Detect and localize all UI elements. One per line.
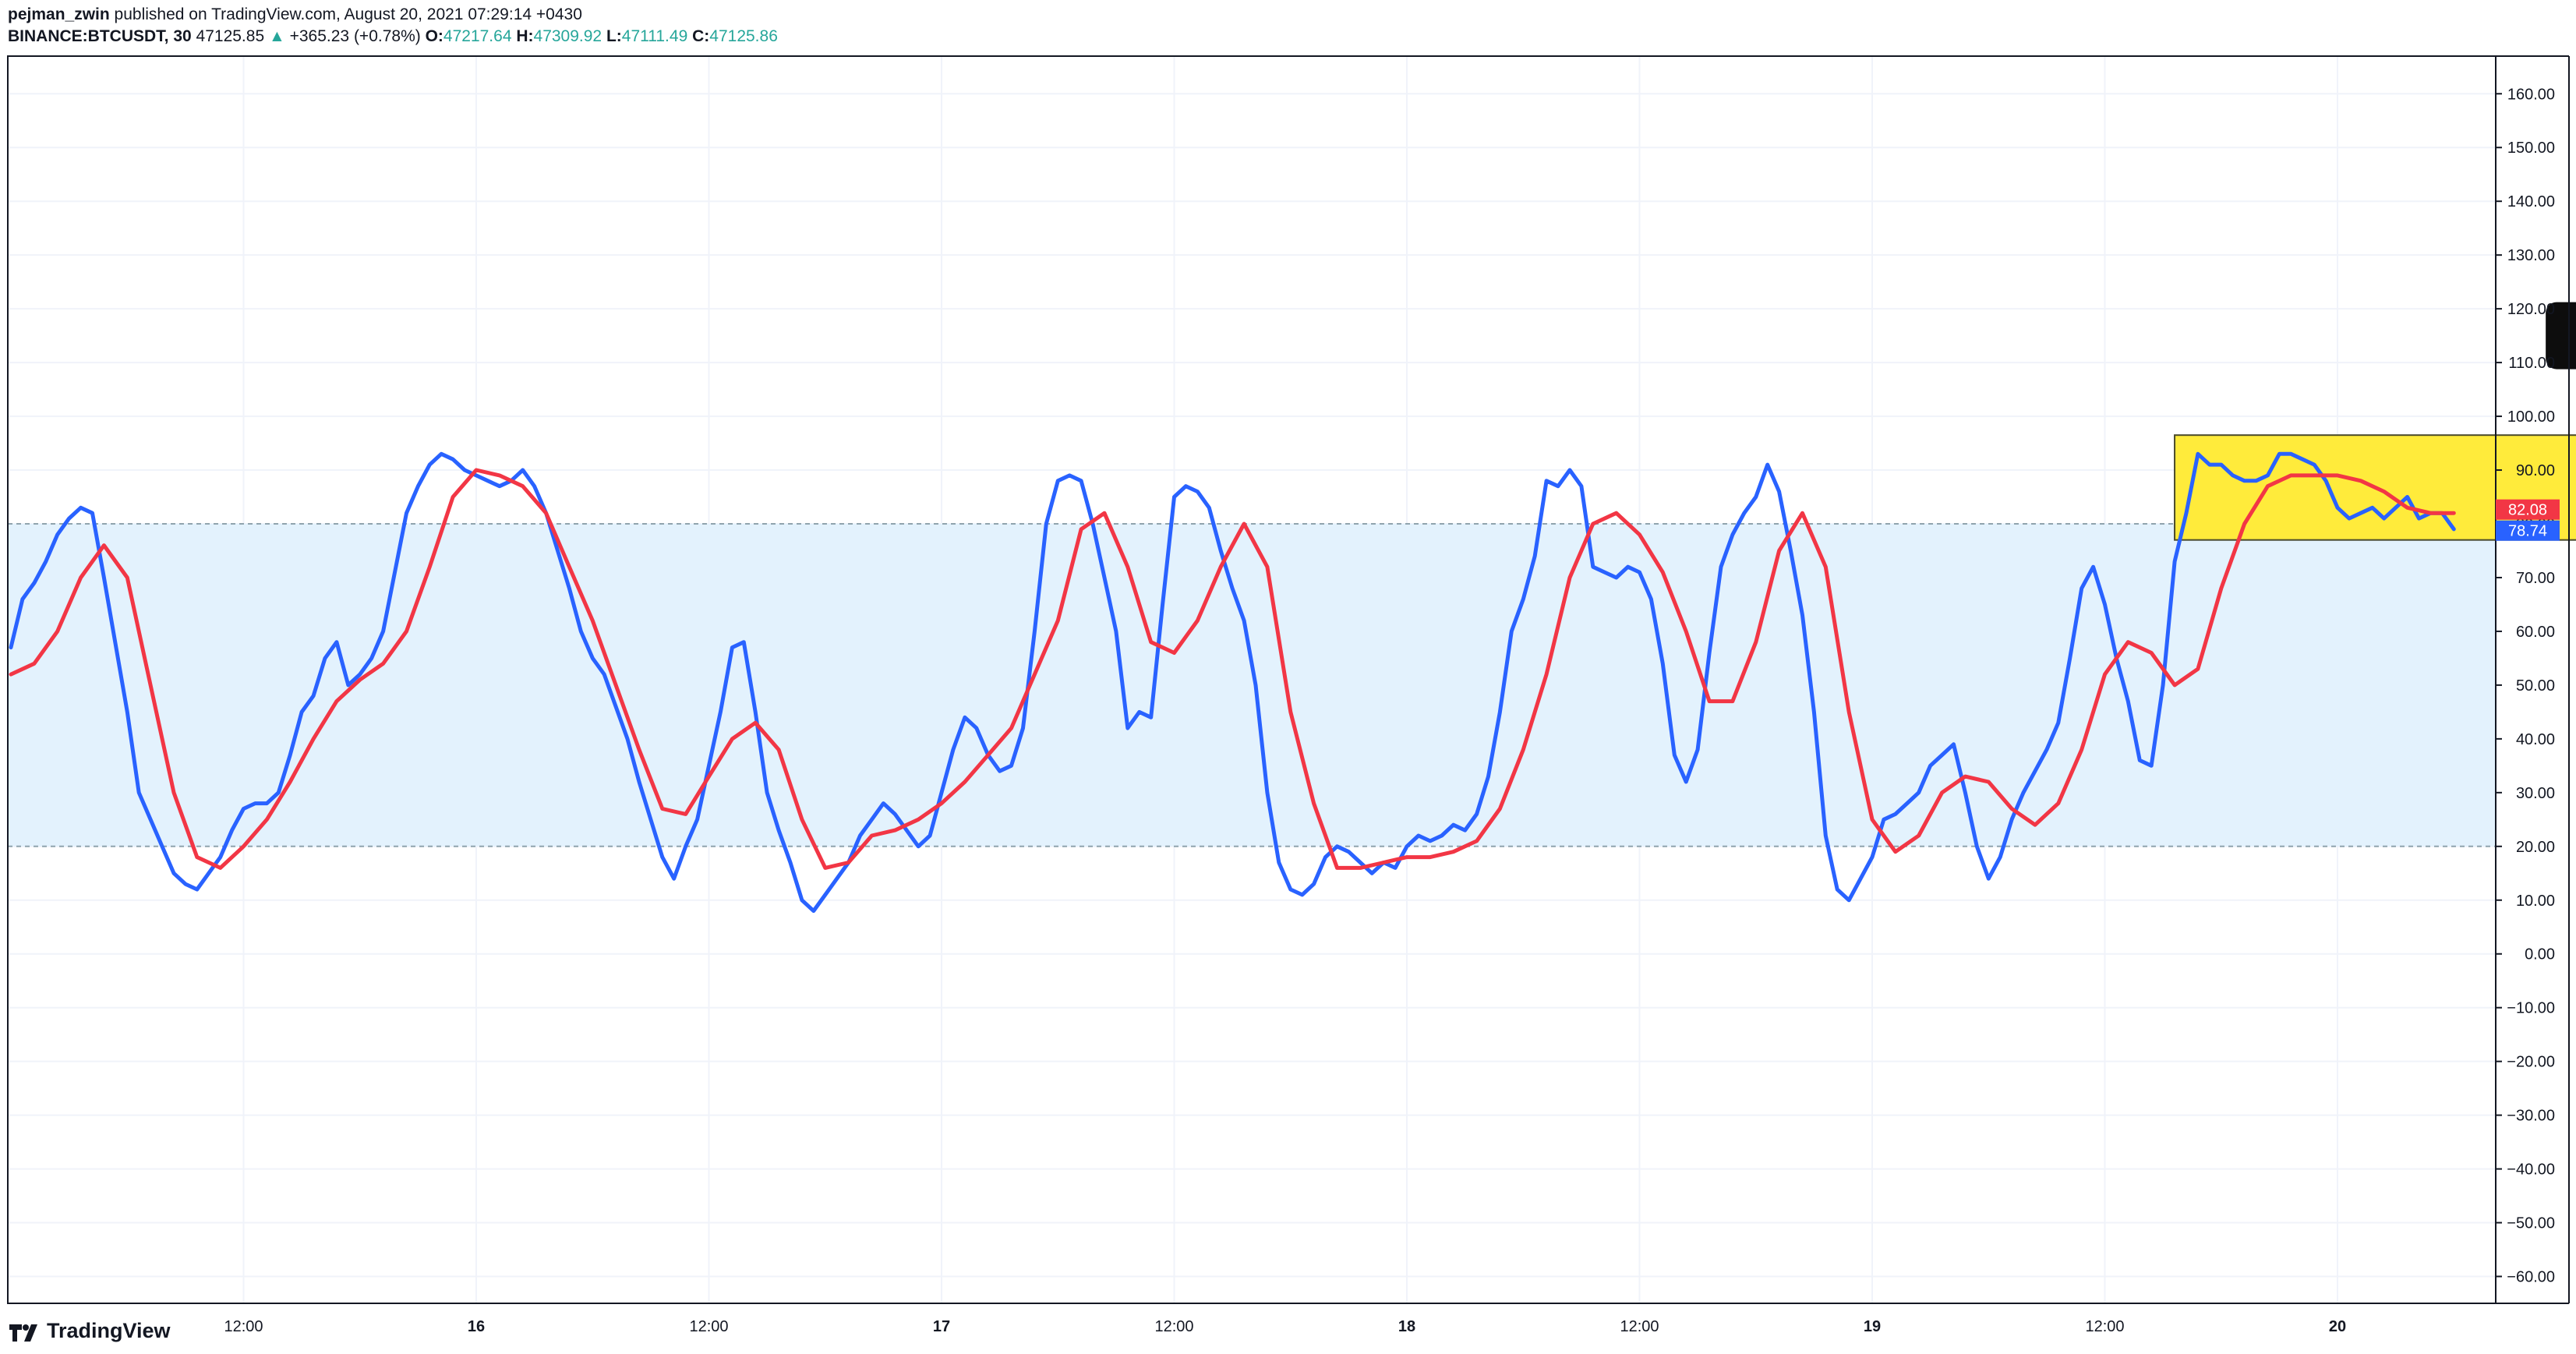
last-value-badge — [2496, 499, 2560, 520]
symbol-label: BINANCE:BTCUSDT, 30 — [8, 27, 192, 45]
y-tick-label: 0.00 — [2525, 946, 2555, 963]
y-tick-label: 100.00 — [2507, 408, 2555, 426]
x-tick-label: 12:00 — [1154, 1318, 1193, 1335]
y-tick-label: 130.00 — [2507, 247, 2555, 264]
k-line-series — [9, 451, 2456, 914]
ohlc-line: BINANCE:BTCUSDT, 30 47125.85 ▲ +365.23 (… — [8, 27, 778, 47]
y-tick-label: 90.00 — [2516, 462, 2555, 479]
x-tick-label: 12:00 — [224, 1318, 263, 1335]
y-tick-label: 160.00 — [2507, 86, 2555, 103]
y-tick-label: −50.00 — [2507, 1215, 2555, 1232]
last-value-badge — [2496, 520, 2560, 541]
x-tick-label: 16 — [468, 1318, 485, 1335]
x-tick-label: 17 — [933, 1318, 950, 1335]
last-value-label: 78.74 — [2508, 523, 2547, 540]
publish-info: published on TradingView.com, August 20,… — [114, 5, 582, 23]
tradingview-brand[interactable]: TradingView — [8, 1319, 171, 1343]
tradingview-logo-icon — [9, 1324, 37, 1342]
d-line-series — [9, 468, 2456, 870]
author-name[interactable]: pejman_zwin — [8, 5, 110, 23]
last-price: 47125.85 — [196, 27, 265, 45]
y-tick-label: 20.00 — [2516, 839, 2555, 856]
up-arrow-icon: ▲ — [268, 27, 285, 45]
high-value: 47309.92 — [533, 27, 602, 45]
x-tick-label: 18 — [1398, 1318, 1415, 1335]
open-label: O: — [425, 27, 443, 45]
x-tick-label: 20 — [2329, 1318, 2346, 1335]
y-tick-label: 140.00 — [2507, 193, 2555, 210]
y-tick-label: −30.00 — [2507, 1108, 2555, 1125]
y-tick-label: 120.00 — [2507, 301, 2555, 318]
y-tick-label: −40.00 — [2507, 1161, 2555, 1179]
price-change: +365.23 (+0.78%) — [289, 27, 421, 45]
y-tick-label: 110.00 — [2508, 355, 2555, 372]
publish-line: pejman_zwin published on TradingView.com… — [8, 5, 582, 25]
open-value: 47217.64 — [443, 27, 512, 45]
low-label: L: — [606, 27, 622, 45]
y-tick-label: 30.00 — [2516, 785, 2555, 802]
y-tick-label: −20.00 — [2507, 1054, 2555, 1071]
y-tick-label: 70.00 — [2516, 570, 2555, 587]
last-value-label: 82.08 — [2508, 502, 2547, 519]
y-tick-label: 150.00 — [2507, 140, 2555, 157]
x-tick-label: 19 — [1864, 1318, 1881, 1335]
y-tick-label: −10.00 — [2507, 1000, 2555, 1017]
close-label: C: — [692, 27, 710, 45]
x-tick-label: 12:00 — [1620, 1318, 1659, 1335]
high-label: H: — [516, 27, 534, 45]
close-value: 47125.86 — [709, 27, 778, 45]
y-tick-label: 40.00 — [2516, 731, 2555, 748]
y-tick-label: 50.00 — [2516, 677, 2555, 695]
y-tick-label: −60.00 — [2507, 1269, 2555, 1286]
brand-name: TradingView — [47, 1319, 171, 1342]
x-tick-label: 12:00 — [689, 1318, 728, 1335]
band-fill — [8, 524, 2496, 847]
x-tick-label: 12:00 — [2085, 1318, 2124, 1335]
low-value: 47111.49 — [621, 27, 688, 45]
y-tick-label: 60.00 — [2516, 624, 2555, 641]
y-tick-label: 10.00 — [2516, 893, 2555, 910]
